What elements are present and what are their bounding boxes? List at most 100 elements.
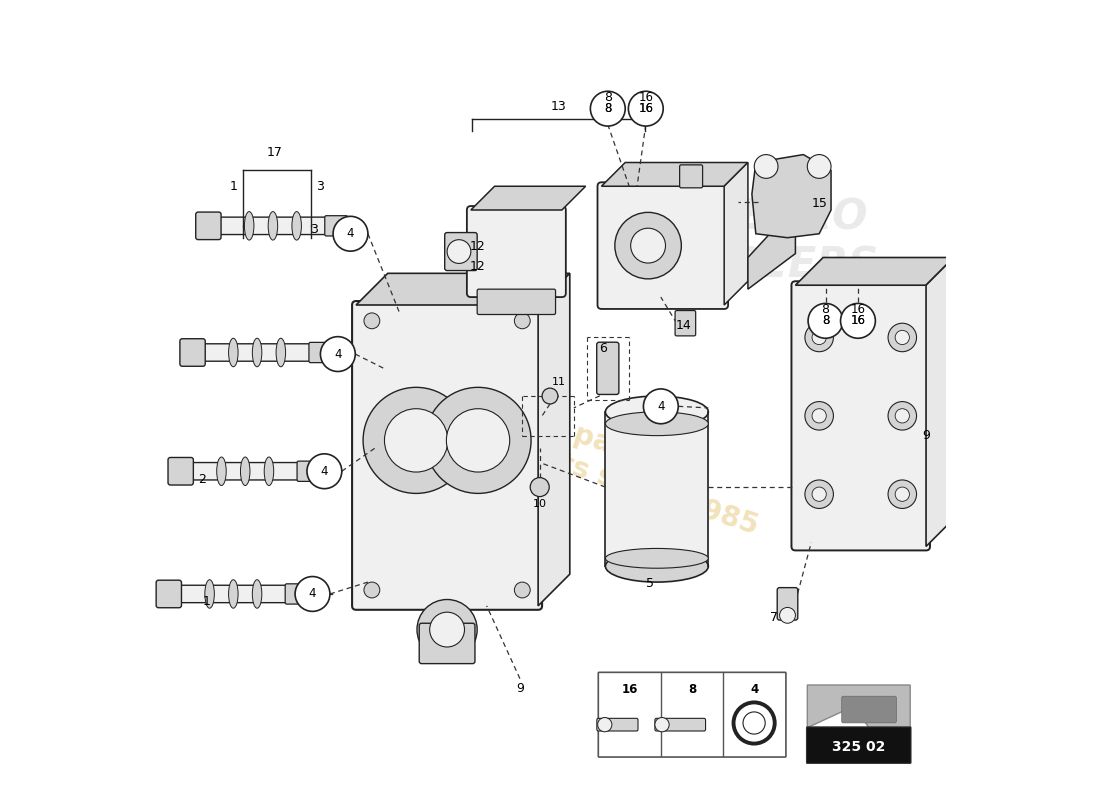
Circle shape	[807, 154, 830, 178]
Circle shape	[320, 337, 355, 371]
Circle shape	[810, 305, 842, 337]
FancyBboxPatch shape	[196, 212, 221, 240]
Ellipse shape	[244, 211, 254, 240]
Circle shape	[808, 303, 843, 338]
Circle shape	[895, 409, 910, 423]
Text: 13: 13	[551, 101, 566, 114]
Text: 16: 16	[638, 91, 653, 104]
Circle shape	[812, 330, 826, 345]
FancyBboxPatch shape	[792, 282, 930, 550]
Text: 8: 8	[822, 314, 829, 327]
FancyBboxPatch shape	[168, 458, 194, 485]
Ellipse shape	[276, 338, 286, 366]
Text: 5: 5	[646, 577, 653, 590]
Circle shape	[615, 212, 681, 279]
Text: 3: 3	[317, 180, 324, 193]
Text: 12: 12	[470, 261, 485, 274]
FancyBboxPatch shape	[156, 580, 182, 608]
FancyBboxPatch shape	[285, 584, 308, 604]
Circle shape	[630, 93, 661, 125]
Text: 16: 16	[850, 314, 866, 327]
Circle shape	[734, 702, 774, 743]
Ellipse shape	[241, 457, 250, 486]
FancyBboxPatch shape	[175, 586, 293, 602]
Circle shape	[430, 612, 464, 647]
Circle shape	[888, 323, 916, 352]
Circle shape	[630, 228, 666, 263]
Circle shape	[425, 387, 531, 494]
Circle shape	[363, 387, 470, 494]
Text: 4: 4	[320, 465, 328, 478]
Circle shape	[295, 577, 330, 611]
Text: 9: 9	[516, 682, 524, 694]
Text: 8: 8	[604, 91, 612, 104]
Text: 16: 16	[621, 682, 638, 696]
Polygon shape	[807, 685, 910, 728]
Text: 4: 4	[334, 347, 342, 361]
Text: 8: 8	[604, 102, 612, 115]
FancyBboxPatch shape	[198, 344, 316, 362]
Text: 6: 6	[600, 342, 607, 355]
Circle shape	[780, 607, 795, 623]
Ellipse shape	[229, 580, 238, 608]
FancyBboxPatch shape	[597, 718, 638, 731]
Text: 8: 8	[822, 303, 829, 316]
Circle shape	[742, 712, 766, 734]
FancyBboxPatch shape	[352, 301, 542, 610]
FancyBboxPatch shape	[297, 461, 320, 482]
Text: 16: 16	[638, 102, 653, 115]
FancyBboxPatch shape	[419, 623, 475, 664]
Polygon shape	[471, 186, 585, 210]
Text: 3: 3	[310, 223, 318, 236]
Ellipse shape	[292, 211, 301, 240]
Circle shape	[515, 582, 530, 598]
Circle shape	[654, 718, 669, 732]
Ellipse shape	[252, 338, 262, 366]
Text: 8: 8	[822, 314, 829, 327]
FancyBboxPatch shape	[597, 182, 728, 309]
Circle shape	[805, 323, 834, 352]
Circle shape	[592, 93, 624, 125]
Text: 8: 8	[604, 102, 612, 115]
Ellipse shape	[217, 457, 227, 486]
FancyBboxPatch shape	[778, 588, 798, 620]
Text: 10: 10	[532, 499, 547, 509]
Circle shape	[843, 305, 873, 337]
Circle shape	[597, 718, 612, 732]
FancyBboxPatch shape	[596, 342, 619, 394]
Text: 4: 4	[750, 682, 758, 696]
Ellipse shape	[252, 580, 262, 608]
Polygon shape	[748, 206, 795, 289]
Text: 16: 16	[850, 314, 866, 327]
Text: 16: 16	[850, 303, 866, 316]
Ellipse shape	[268, 211, 277, 240]
Circle shape	[307, 454, 342, 489]
Polygon shape	[752, 154, 830, 238]
Circle shape	[628, 91, 663, 126]
Circle shape	[888, 480, 916, 509]
Circle shape	[840, 303, 876, 338]
Ellipse shape	[605, 412, 708, 436]
Circle shape	[515, 313, 530, 329]
Circle shape	[447, 409, 509, 472]
FancyBboxPatch shape	[680, 165, 703, 188]
Circle shape	[447, 240, 471, 263]
Polygon shape	[795, 258, 954, 286]
Text: 9: 9	[922, 429, 930, 442]
Circle shape	[895, 330, 910, 345]
Text: 15: 15	[811, 197, 827, 210]
Ellipse shape	[605, 550, 708, 582]
Circle shape	[385, 409, 448, 472]
FancyBboxPatch shape	[598, 672, 785, 757]
Circle shape	[333, 216, 367, 251]
Circle shape	[805, 402, 834, 430]
FancyBboxPatch shape	[675, 310, 695, 336]
Text: 325 02: 325 02	[832, 740, 886, 754]
Ellipse shape	[605, 396, 708, 428]
Text: 8: 8	[688, 682, 696, 696]
Polygon shape	[538, 274, 570, 606]
FancyBboxPatch shape	[654, 718, 705, 731]
Ellipse shape	[264, 457, 274, 486]
Circle shape	[812, 487, 826, 502]
Circle shape	[812, 409, 826, 423]
